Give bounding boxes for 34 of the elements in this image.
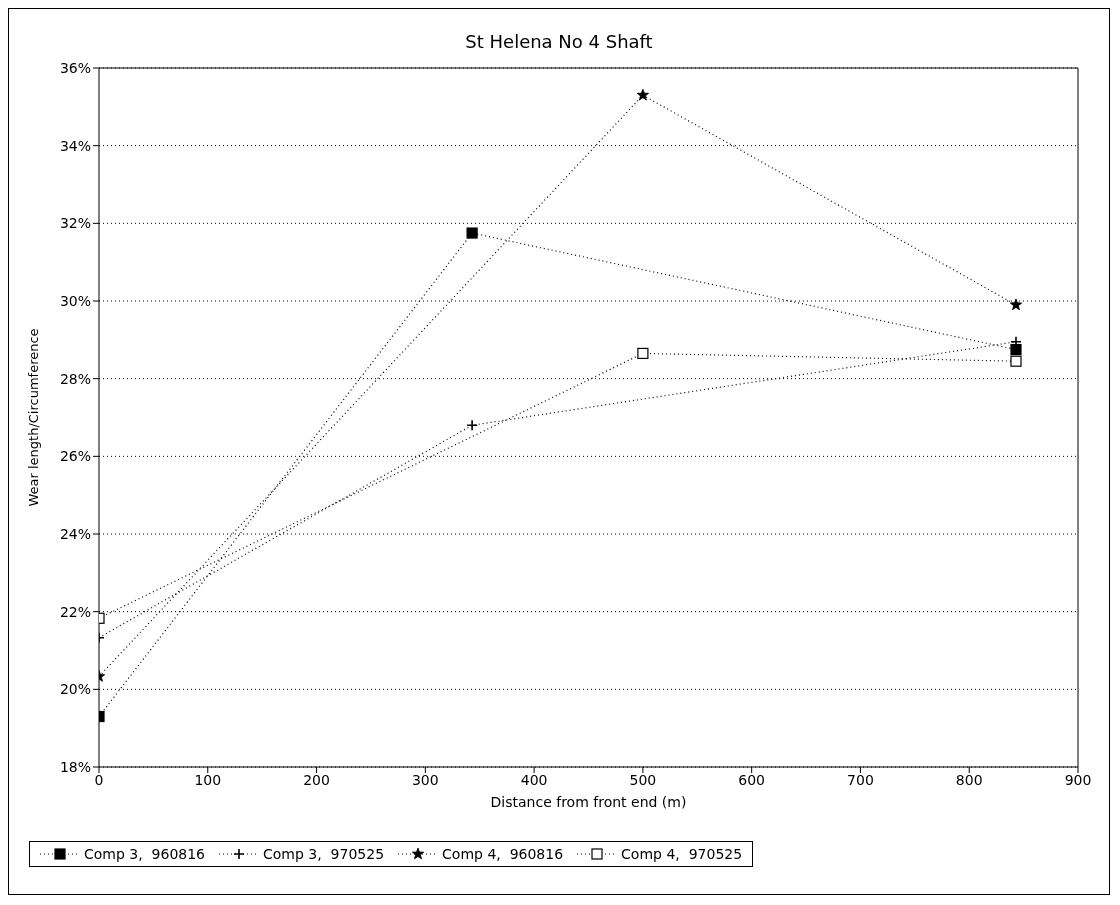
y-axis-title: Wear length/Circumference xyxy=(25,328,41,507)
x-tick-label: 0 xyxy=(94,771,104,788)
chart-title: St Helena No 4 Shaft xyxy=(464,30,654,54)
x-tick-label: 300 xyxy=(411,771,439,788)
y-tick-label: 34% xyxy=(59,137,91,154)
x-tick-label: 500 xyxy=(629,771,657,788)
x-axis-title: Distance from front end (m) xyxy=(490,794,687,810)
x-tick-label: 700 xyxy=(847,771,874,788)
point xyxy=(1009,298,1023,311)
y-tick-label: 32% xyxy=(59,215,91,232)
legend-label: Comp 3, 970525 xyxy=(263,846,385,862)
x-tick-label: 900 xyxy=(1064,771,1092,788)
point xyxy=(466,227,478,239)
point xyxy=(636,88,649,101)
x-tick-label: 600 xyxy=(738,771,766,788)
y-tick-label: 26% xyxy=(59,448,91,465)
legend-label: Comp 4, 960816 xyxy=(442,846,564,862)
point xyxy=(466,419,478,432)
x-tick-label: 200 xyxy=(303,771,330,788)
y-tick-label: 28% xyxy=(59,370,91,387)
legend-label: Comp 3, 960816 xyxy=(84,846,206,862)
x-tick-label: 400 xyxy=(520,771,548,788)
y-tick-label: 30% xyxy=(59,292,91,309)
y-tick-label: 20% xyxy=(59,681,91,698)
point xyxy=(1010,343,1022,356)
y-tick-label: 36% xyxy=(59,59,91,76)
point xyxy=(1010,355,1022,367)
y-tick-label: 18% xyxy=(59,758,91,775)
x-tick-label: 100 xyxy=(194,771,222,788)
legend-label: Comp 4, 970525 xyxy=(621,846,743,862)
point xyxy=(637,347,649,360)
y-tick-label: 24% xyxy=(59,525,91,542)
x-tick-label: 800 xyxy=(955,771,983,788)
y-tick-label: 22% xyxy=(59,603,91,620)
